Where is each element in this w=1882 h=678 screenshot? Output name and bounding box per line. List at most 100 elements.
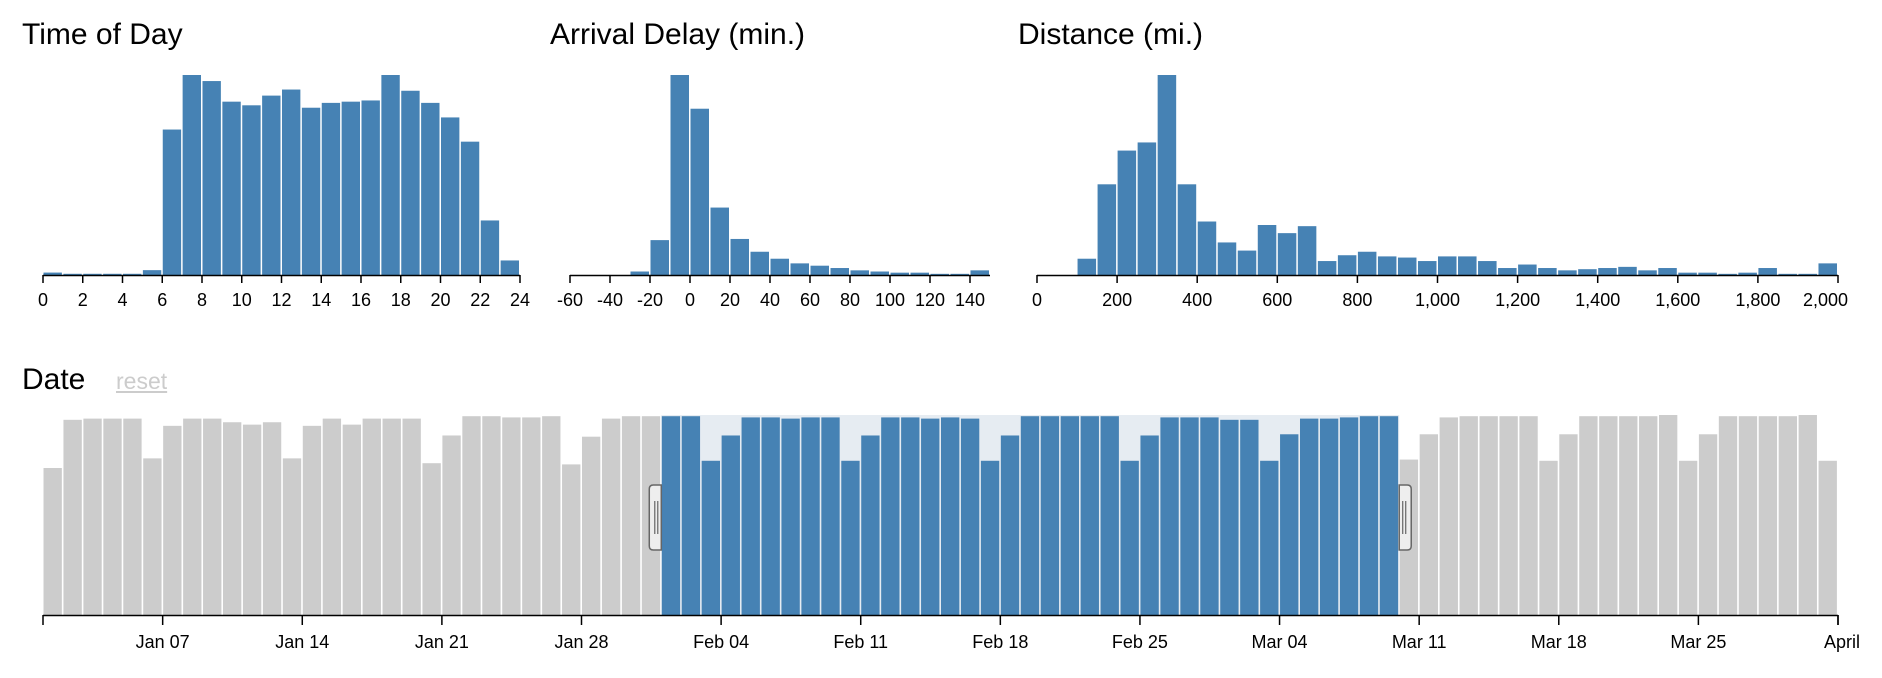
date-bar xyxy=(1519,416,1538,615)
arrival-delay-tick-label: 100 xyxy=(875,290,905,310)
date-bar xyxy=(1060,416,1080,615)
date-tick-label: Jan 21 xyxy=(415,632,469,652)
date-bar xyxy=(1698,434,1718,615)
date-bar xyxy=(562,464,581,615)
date-tick-label: Feb 18 xyxy=(972,632,1028,652)
date-bar xyxy=(1280,434,1299,615)
distance-tick-label: 1,800 xyxy=(1735,290,1780,310)
time-of-day-bar xyxy=(282,89,301,275)
date-bar xyxy=(43,468,62,615)
distance-tick-label: 1,400 xyxy=(1575,290,1620,310)
time-of-day-bar xyxy=(480,220,500,275)
time-of-day-tick-label: 20 xyxy=(430,290,450,310)
date-bar xyxy=(482,416,501,615)
date-bar xyxy=(741,417,760,615)
distance-tick-label: 800 xyxy=(1342,290,1372,310)
arrival-delay-tick-label: -20 xyxy=(637,290,663,310)
time-of-day-bar xyxy=(182,75,201,275)
date-bar xyxy=(1539,460,1558,615)
time-of-day-bar xyxy=(321,102,341,275)
date-bar xyxy=(203,418,222,615)
date-bar xyxy=(1140,435,1159,615)
date-bar xyxy=(1579,416,1598,615)
date-bar xyxy=(1738,416,1758,615)
arrival-delay-tick-label: 20 xyxy=(720,290,740,310)
time-of-day-bar xyxy=(103,273,122,275)
date-bar xyxy=(1499,416,1518,615)
date-bar xyxy=(801,417,820,615)
arrival-delay-bar xyxy=(930,273,949,275)
distance-bar xyxy=(1077,258,1097,275)
time-of-day-bar xyxy=(500,260,519,275)
distance-bar xyxy=(1578,269,1597,275)
date-bar xyxy=(1359,416,1379,615)
date-reset-link[interactable]: reset xyxy=(116,368,168,394)
time-of-day-bar xyxy=(401,90,420,276)
distance-bar xyxy=(1297,226,1317,275)
arrival-delay-bar xyxy=(950,273,969,275)
distance-bar xyxy=(1137,142,1157,275)
date-bar xyxy=(841,460,860,615)
date-bar xyxy=(1379,416,1399,615)
date-bar xyxy=(861,435,880,615)
arrival-delay-bar xyxy=(790,263,809,275)
distance-bar xyxy=(1718,273,1737,275)
time-of-day-bar xyxy=(83,273,102,275)
date-bar xyxy=(63,419,82,615)
date-bar xyxy=(980,460,1000,615)
date-bar xyxy=(103,418,122,615)
date-bar xyxy=(1659,415,1678,615)
distance-bar xyxy=(1257,225,1277,275)
date-bar xyxy=(262,422,282,615)
distance-tick-label: 200 xyxy=(1102,290,1132,310)
date-bar xyxy=(1678,460,1698,615)
time-of-day-tick-label: 0 xyxy=(38,290,48,310)
arrival-delay-tick-label: 120 xyxy=(915,290,945,310)
distance-bar xyxy=(1658,268,1677,275)
date-bar xyxy=(1319,418,1339,615)
date-bar xyxy=(1220,419,1239,615)
time-of-day-tick-label: 14 xyxy=(311,290,331,310)
time-of-day-bar xyxy=(262,95,281,275)
distance-bar xyxy=(1518,264,1537,275)
distance-bar xyxy=(1458,256,1477,275)
date-tick-label: April xyxy=(1824,632,1860,652)
date-tick-label: Jan 14 xyxy=(275,632,329,652)
distance-bar xyxy=(1738,272,1757,275)
distance-bar xyxy=(1698,272,1717,275)
time-of-day-bar xyxy=(301,107,321,276)
date-bar xyxy=(183,418,202,615)
distance-tick-label: 1,600 xyxy=(1655,290,1700,310)
time-of-day-tick-label: 2 xyxy=(78,290,88,310)
distance-bar xyxy=(1317,261,1337,275)
date-bar xyxy=(1120,460,1139,615)
date-bar xyxy=(621,416,641,615)
arrival-delay-bar xyxy=(910,272,929,275)
date-bar xyxy=(342,424,362,615)
distance-bar xyxy=(1678,272,1697,275)
date-bar xyxy=(601,418,621,615)
date-bar xyxy=(542,416,561,615)
date-bar xyxy=(1419,434,1439,615)
date-bar xyxy=(1100,416,1119,615)
date-tick-label: Mar 11 xyxy=(1392,632,1447,652)
distance-bar xyxy=(1097,184,1117,275)
date-bar xyxy=(1718,416,1738,615)
date-bar xyxy=(721,435,740,615)
time-of-day-tick-label: 18 xyxy=(391,290,411,310)
distance-bar xyxy=(1538,268,1557,275)
time-of-day-tick-label: 12 xyxy=(271,290,291,310)
date-bar xyxy=(1040,416,1060,615)
distance-bar xyxy=(1798,273,1817,275)
arrival-delay-tick-label: -40 xyxy=(597,290,623,310)
time-of-day-bar xyxy=(43,272,62,275)
date-bar xyxy=(502,417,521,615)
distance-tick-label: 1,200 xyxy=(1495,290,1540,310)
time-of-day-bar xyxy=(341,101,360,276)
distance-bar xyxy=(1438,256,1457,275)
distance-bar xyxy=(1197,221,1217,275)
date-bar xyxy=(681,416,701,615)
date-bar xyxy=(921,418,940,615)
date-bar xyxy=(781,418,800,615)
time-of-day-tick-label: 24 xyxy=(510,290,530,310)
